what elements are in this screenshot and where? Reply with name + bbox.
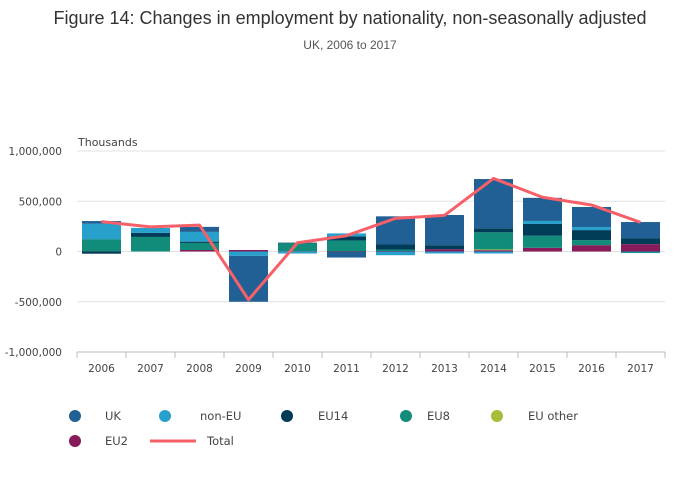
bar-segment-eu8 bbox=[180, 242, 219, 250]
bar-segment-eu8 bbox=[523, 235, 562, 248]
bar-segment-eu14 bbox=[131, 232, 170, 237]
x-tick-label: 2006 bbox=[88, 363, 115, 375]
bar-segment-eu8 bbox=[82, 239, 121, 252]
legend-label: non-EU bbox=[200, 409, 241, 423]
bar-segment-eu2 bbox=[425, 249, 464, 252]
legend-swatch-icon bbox=[159, 410, 171, 422]
x-tick-label: 2010 bbox=[284, 363, 311, 375]
x-tick-label: 2014 bbox=[480, 363, 507, 375]
y-axis-label: Thousands bbox=[77, 136, 138, 149]
bar-segment-eu14 bbox=[474, 228, 513, 233]
x-tick-label: 2016 bbox=[578, 363, 605, 375]
bar-segment-uk bbox=[327, 252, 366, 258]
legend-label: UK bbox=[105, 409, 121, 423]
legend-label: EU2 bbox=[105, 434, 128, 448]
bar-segment-eu14 bbox=[425, 245, 464, 250]
bar-segment-eu2 bbox=[474, 250, 513, 252]
x-tick-label: 2007 bbox=[137, 363, 164, 375]
bar-segment-eu8 bbox=[572, 240, 611, 246]
legend-swatch-icon bbox=[281, 410, 293, 422]
bar-segment-eu2 bbox=[327, 251, 366, 253]
bar-segment-eu14 bbox=[180, 241, 219, 243]
chart-title: Figure 14: Changes in employment by nati… bbox=[53, 8, 647, 28]
bar-segment-uk bbox=[572, 206, 611, 228]
bar-segment-non-eu bbox=[180, 231, 219, 242]
legend-label: Total bbox=[206, 434, 234, 448]
bar-segment-eu-other bbox=[474, 249, 513, 251]
bar-segment-eu2 bbox=[376, 250, 415, 252]
bar-segment-eu8 bbox=[131, 236, 170, 252]
bar-segment-uk bbox=[621, 222, 660, 239]
bar-segment-non-eu bbox=[131, 227, 170, 233]
bar-segment-uk bbox=[474, 179, 513, 229]
x-tick-label: 2009 bbox=[235, 363, 262, 375]
y-tick-label: 500,000 bbox=[19, 196, 62, 208]
bar-segment-eu14 bbox=[376, 244, 415, 250]
y-tick-label: 1,000,000 bbox=[9, 146, 62, 158]
bar-segment-eu8 bbox=[327, 240, 366, 252]
legend-label: EU8 bbox=[427, 409, 450, 423]
total-line bbox=[101, 176, 642, 302]
bar-segment-eu2 bbox=[180, 249, 219, 252]
bar-segment-non-eu bbox=[229, 251, 268, 256]
legend-swatch-icon bbox=[69, 410, 81, 422]
x-tick-label: 2011 bbox=[333, 363, 360, 375]
bar-segment-non-eu bbox=[621, 252, 660, 254]
bar-segment-eu8 bbox=[278, 243, 317, 252]
y-tick-label: -500,000 bbox=[15, 297, 62, 309]
legend-label: EU other bbox=[528, 409, 578, 423]
bar-segment-uk bbox=[523, 197, 562, 221]
bar-segment-eu8 bbox=[474, 232, 513, 250]
x-tick-label: 2012 bbox=[382, 363, 409, 375]
bar-segment-non-eu bbox=[82, 223, 121, 240]
bar-segment-non-eu bbox=[425, 251, 464, 254]
bar-segment-eu14 bbox=[572, 230, 611, 241]
x-tick-label: 2013 bbox=[431, 363, 458, 375]
bar-segment-non-eu bbox=[474, 251, 513, 254]
y-tick-label: 0 bbox=[55, 247, 62, 259]
bar-segment-eu2 bbox=[523, 247, 562, 252]
bar-segment-non-eu bbox=[523, 220, 562, 224]
x-tick-label: 2015 bbox=[529, 363, 556, 375]
bar-segment-non-eu bbox=[278, 251, 317, 254]
y-tick-label: -1,000,000 bbox=[5, 347, 62, 359]
bar-segment-uk bbox=[180, 226, 219, 232]
x-tick-label: 2008 bbox=[186, 363, 213, 375]
legend-swatch-icon bbox=[491, 410, 503, 422]
bar-segment-non-eu bbox=[572, 227, 611, 231]
bar-segment-eu14 bbox=[621, 238, 660, 245]
bar-segment-eu8 bbox=[621, 251, 660, 253]
bar-segment-eu2 bbox=[229, 249, 268, 252]
bar-segment-eu2 bbox=[278, 251, 317, 252]
bar-segment-uk bbox=[376, 216, 415, 245]
bar-segment-eu2 bbox=[621, 244, 660, 252]
legend-swatch-icon bbox=[69, 435, 81, 447]
chart-subtitle: UK, 2006 to 2017 bbox=[303, 38, 397, 52]
legend-swatch-icon bbox=[400, 410, 412, 422]
bar-segment-non-eu bbox=[376, 251, 415, 256]
bar-segment-eu14 bbox=[82, 251, 121, 254]
legend-label: EU14 bbox=[318, 409, 348, 423]
bar-segment-eu2 bbox=[572, 245, 611, 252]
bar-segment-uk bbox=[425, 215, 464, 246]
x-tick-label: 2017 bbox=[627, 363, 654, 375]
bar-segment-eu14 bbox=[523, 223, 562, 236]
bar-segment-eu8 bbox=[376, 249, 415, 251]
bar-segment-eu14 bbox=[327, 236, 366, 241]
